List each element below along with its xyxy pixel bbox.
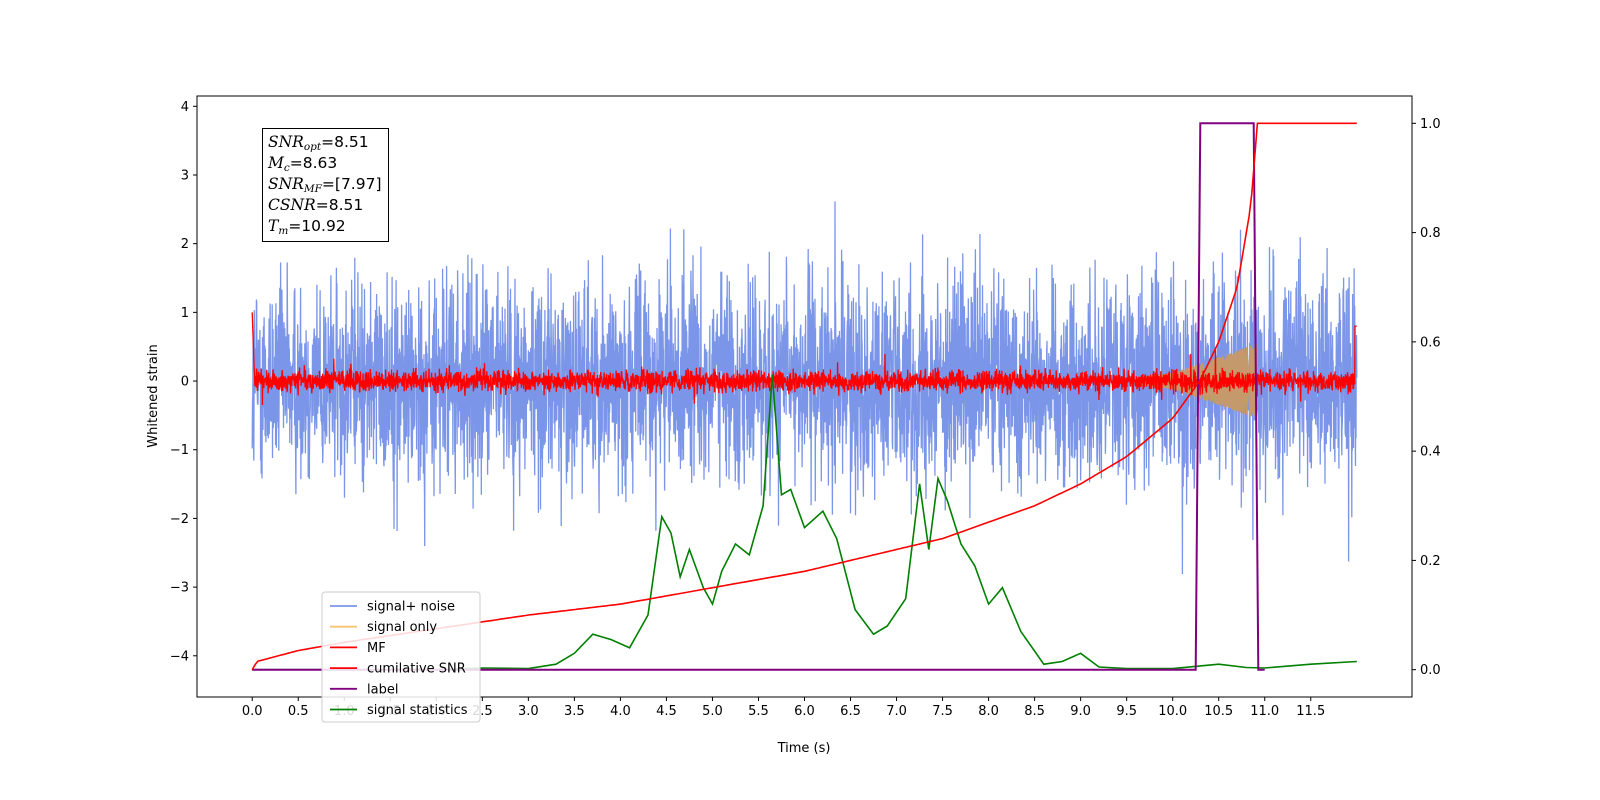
legend: signal+ noise signal only MF cumilative SNR… bbox=[321, 591, 481, 723]
y-left-tick-label: −2 bbox=[170, 512, 189, 527]
x-tick-label: 7.5 bbox=[932, 704, 953, 719]
y-left-tick-label: 0 bbox=[181, 375, 189, 390]
y-left-tick-label: −4 bbox=[170, 649, 189, 664]
csnr-annotation: CSNR=8.51 bbox=[268, 196, 364, 214]
x-tick-label: 10.0 bbox=[1158, 704, 1187, 719]
legend-entry: label bbox=[367, 682, 398, 697]
stats-annotation-box: SNRopt=8.51 Mc=8.63 SNRMF=[7.97] CSNR=8.… bbox=[262, 128, 389, 242]
x-tick-label: 4.0 bbox=[610, 704, 631, 719]
x-tick-label: 9.5 bbox=[1116, 704, 1137, 719]
y-right-tick-label: 1.0 bbox=[1420, 117, 1441, 132]
y-left-tick-label: −3 bbox=[170, 581, 189, 596]
y-left-tick-label: −1 bbox=[170, 443, 189, 458]
x-axis-label: Time (s) bbox=[777, 741, 831, 756]
y-left-tick-label: 2 bbox=[181, 237, 189, 252]
legend-entry: cumilative SNR bbox=[367, 662, 466, 677]
x-tick-label: 8.0 bbox=[978, 704, 999, 719]
x-tick-label: 0.0 bbox=[242, 704, 263, 719]
legend-entry: MF bbox=[367, 641, 386, 656]
legend-entry: signal+ noise bbox=[367, 600, 455, 615]
y-right-tick-label: 0.0 bbox=[1420, 663, 1441, 678]
x-tick-label: 6.0 bbox=[794, 704, 815, 719]
x-tick-label: 0.5 bbox=[288, 704, 309, 719]
y-axis-label: Whitened strain bbox=[146, 344, 161, 447]
x-tick-label: 7.0 bbox=[886, 704, 907, 719]
x-tick-label: 6.5 bbox=[840, 704, 861, 719]
x-tick-label: 9.0 bbox=[1070, 704, 1091, 719]
snr-opt-annotation: SNRopt=8.51 bbox=[268, 133, 369, 153]
legend-entry: signal only bbox=[367, 620, 437, 635]
plot-area bbox=[251, 122, 1358, 671]
x-tick-label: 3.0 bbox=[518, 704, 539, 719]
legend-entry: signal statistics bbox=[367, 703, 468, 718]
y-axis-right: 1.0 0.8 0.6 0.4 0.2 0.0 bbox=[1412, 117, 1441, 678]
x-tick-label: 11.5 bbox=[1296, 704, 1325, 719]
mf-line bbox=[251, 312, 1357, 406]
y-left-tick-label: 4 bbox=[181, 100, 189, 115]
legend-box bbox=[321, 591, 481, 723]
y-right-tick-label: 0.6 bbox=[1420, 335, 1441, 350]
x-tick-label: 10.5 bbox=[1204, 704, 1233, 719]
signal-noise-line bbox=[251, 201, 1358, 575]
x-tick-label: 5.5 bbox=[748, 704, 769, 719]
snr-mf-annotation: SNRMF=[7.97] bbox=[268, 175, 382, 195]
y-right-tick-label: 0.8 bbox=[1420, 226, 1441, 241]
chirp-mass-annotation: Mc=8.63 bbox=[268, 154, 338, 174]
y-right-tick-label: 0.4 bbox=[1420, 445, 1441, 460]
y-axis-left: 4 3 2 1 0 −1 −2 −3 −4 bbox=[170, 100, 197, 664]
x-tick-label: 4.5 bbox=[656, 704, 677, 719]
x-tick-label: 3.5 bbox=[564, 704, 585, 719]
x-tick-label: 8.5 bbox=[1024, 704, 1045, 719]
y-left-tick-label: 1 bbox=[181, 306, 189, 321]
y-left-tick-label: 3 bbox=[181, 168, 189, 183]
signal-statistics-line bbox=[252, 374, 1357, 671]
y-right-tick-label: 0.2 bbox=[1420, 554, 1441, 569]
x-tick-label: 5.0 bbox=[702, 704, 723, 719]
merger-time-annotation: Tm=10.92 bbox=[268, 217, 346, 237]
x-tick-label: 11.0 bbox=[1250, 704, 1279, 719]
label-line bbox=[252, 122, 1265, 671]
